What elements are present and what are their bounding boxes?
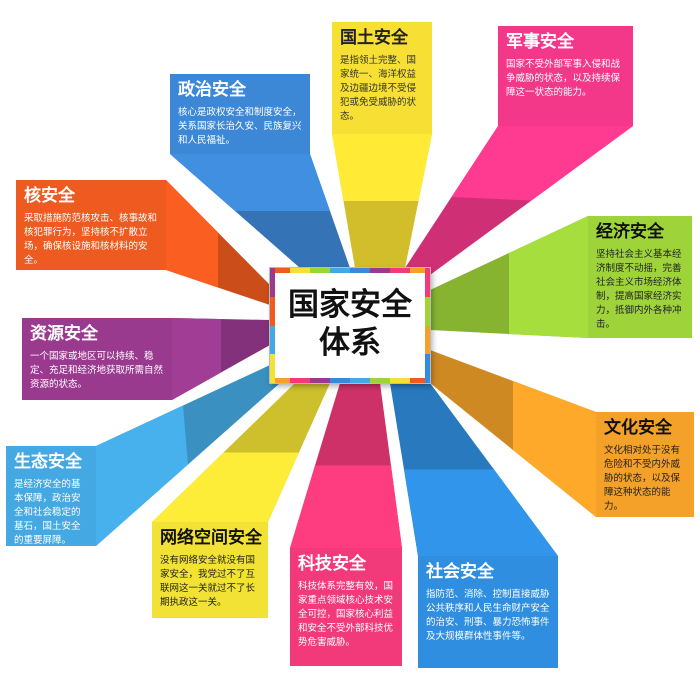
card-culture: 文化安全 文化相对处于没有危险和不受内外威胁的状态，以及保障这种状态的能力。 xyxy=(596,412,694,517)
card-political: 政治安全 核心是政权安全和制度安全，关系国家长治久安、民族复兴和人民福祉。 xyxy=(170,74,310,154)
card-face-nuclear xyxy=(16,180,166,270)
ray-highlight-ecology xyxy=(96,405,188,546)
card-political-title: 政治安全 xyxy=(178,80,246,100)
card-culture-title: 文化安全 xyxy=(604,418,672,438)
card-territory-text: 是指领土完整、国家统一、海洋权益及边疆边境不受侵犯或免受威胁的状态。 xyxy=(340,55,417,122)
card-tech: 科技安全 科技体系完整有效，国家重点领域核心技术安全可控，国家核心利益和安全不受… xyxy=(290,548,402,666)
card-nuclear-text: 采取措施防范核攻击、核事故和核犯罪行为，坚持核不扩散立场，确保核设施和核材料的安… xyxy=(24,213,158,266)
center-title-box: 国家安全 体系 xyxy=(270,268,430,383)
rainbow-strip-right xyxy=(425,268,430,383)
card-culture-text: 文化相对处于没有危险和不受内外威胁的状态，以及保障这种状态的能力。 xyxy=(604,445,681,512)
card-face-cyber xyxy=(152,522,268,618)
card-nuclear: 核安全 采取措施防范核攻击、核事故和核犯罪行为，坚持核不扩散立场，确保核设施和核… xyxy=(16,180,166,270)
ray-highlight-social xyxy=(404,469,558,556)
card-tech-text: 科技体系完整有效，国家重点领域核心技术安全可控，国家核心利益和安全不受外部科技优… xyxy=(298,581,394,648)
ray-highlight-resource xyxy=(172,318,221,400)
center-title: 国家安全 体系 xyxy=(280,286,420,362)
ray-highlight-territory xyxy=(332,134,432,201)
card-resource-text: 一个国家或地区可以持续、稳定、充足和经济地获取所需自然资源的状态。 xyxy=(30,351,164,390)
card-social: 社会安全 指防范、消除、控制直接威胁公共秩序和人民生命财产安全的治安、刑事、暴力… xyxy=(418,556,558,668)
ray-highlight-political xyxy=(170,154,330,211)
card-ecology-title: 生态安全 xyxy=(14,452,82,472)
card-face-political xyxy=(170,74,310,154)
card-face-military xyxy=(498,26,633,126)
ray-highlight-tech xyxy=(290,465,402,548)
card-face-economic xyxy=(588,216,692,338)
card-territory: 国土安全 是指领土完整、国家统一、海洋权益及边疆边境不受侵犯或免受威胁的状态。 xyxy=(332,22,432,134)
card-political-text: 核心是政权安全和制度安全，关系国家长治久安、民族复兴和人民福祉。 xyxy=(178,107,302,146)
card-tech-title: 科技安全 xyxy=(298,554,366,574)
card-military-title: 军事安全 xyxy=(506,32,574,52)
ray-highlight-culture xyxy=(513,381,596,517)
card-ecology: 生态安全 是经济安全的基本保障，政治安全和社会稳定的基石，国土安全的重要屏障。 xyxy=(6,446,96,546)
rainbow-strip-left xyxy=(270,268,275,383)
card-face-ecology xyxy=(6,446,96,546)
card-face-territory xyxy=(332,22,432,134)
card-face-resource xyxy=(22,318,172,400)
card-social-text: 指防范、消除、控制直接威胁公共秩序和人民生命财产安全的治安、刑事、暴力恐怖事件及… xyxy=(426,589,550,642)
card-cyber-title: 网络空间安全 xyxy=(160,528,262,548)
card-nuclear-title: 核安全 xyxy=(24,186,75,206)
card-face-tech xyxy=(290,548,402,666)
card-military-text: 国家不受外部军事入侵和战争威胁的状态，以及持续保障这一状态的能力。 xyxy=(506,59,621,98)
card-cyber-text: 没有网络安全就没有国家安全，我党过不了互联网这一关就过不了长期执政这一关。 xyxy=(160,555,256,608)
center-title-line1: 国家安全 xyxy=(288,287,412,323)
card-territory-title: 国土安全 xyxy=(340,28,408,48)
rainbow-strip-top xyxy=(270,268,430,273)
rainbow-strip-bottom xyxy=(270,378,430,383)
center-title-line2: 体系 xyxy=(319,325,381,361)
ray-highlight-economic xyxy=(509,216,588,338)
ray-highlight-cyber xyxy=(152,452,299,522)
card-economic-text: 坚持社会主义基本经济制度不动摇，完善社会主义市场经济体制，提高国家经济实力，抵御… xyxy=(596,249,682,330)
card-social-title: 社会安全 xyxy=(426,562,494,582)
card-face-culture xyxy=(596,412,694,517)
card-ecology-text: 是经济安全的基本保障，政治安全和社会稳定的基石，国土安全的重要屏障。 xyxy=(14,479,81,546)
card-resource-title: 资源安全 xyxy=(30,324,98,344)
card-economic-title: 经济安全 xyxy=(596,222,664,242)
ray-highlight-military xyxy=(451,126,633,201)
card-resource: 资源安全 一个国家或地区可以持续、稳定、充足和经济地获取所需自然资源的状态。 xyxy=(22,318,172,400)
card-cyber: 网络空间安全 没有网络安全就没有国家安全，我党过不了互联网这一关就过不了长期执政… xyxy=(152,522,268,618)
card-economic: 经济安全 坚持社会主义基本经济制度不动摇，完善社会主义市场经济体制，提高国家经济… xyxy=(588,216,692,338)
ray-highlight-nuclear xyxy=(166,180,218,288)
card-face-social xyxy=(418,556,558,668)
card-military: 军事安全 国家不受外部军事入侵和战争威胁的状态，以及持续保障这一状态的能力。 xyxy=(498,26,633,126)
